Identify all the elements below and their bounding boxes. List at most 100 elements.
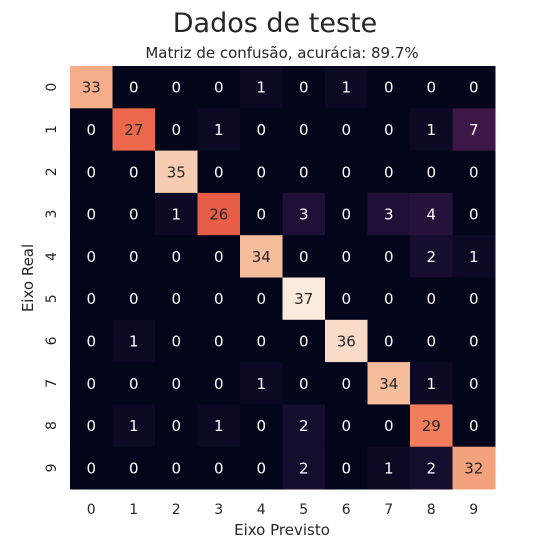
heatmap-cell	[410, 66, 453, 109]
cell-value-label: 0	[384, 417, 394, 435]
cell-value-label: 0	[214, 248, 224, 266]
cell-value-label: 1	[129, 417, 139, 435]
cell-value-label: 0	[214, 375, 224, 393]
heatmap-cell	[70, 362, 113, 405]
heatmap-cell	[70, 277, 113, 321]
heatmap-cell	[112, 277, 156, 321]
cell-value-label: 26	[209, 206, 228, 224]
heatmap-cell	[155, 404, 198, 448]
heatmap-cell	[155, 192, 198, 236]
cell-value-label: 0	[299, 79, 309, 97]
heatmap-cell	[197, 150, 241, 194]
heatmap-cell	[197, 446, 241, 490]
x-tick-label: 0	[87, 502, 96, 518]
y-tick-label: 5	[44, 294, 60, 303]
y-axis-label: Eixo Real	[19, 244, 37, 312]
y-tick-label: 7	[44, 379, 60, 388]
heatmap-cell	[282, 66, 326, 109]
heatmap-cell	[70, 319, 113, 363]
cell-value-label: 0	[86, 332, 96, 350]
x-tick-label: 7	[384, 502, 393, 518]
heatmap-cell	[410, 362, 453, 405]
cell-value-label: 0	[256, 206, 266, 224]
heatmap-cell	[367, 150, 411, 194]
cell-value-label: 1	[469, 248, 479, 266]
cell-value-label: 0	[256, 332, 266, 350]
cell-value-label: 0	[129, 206, 139, 224]
cell-value-label: 2	[299, 459, 309, 477]
y-tick-label: 3	[44, 210, 60, 219]
heatmap-cell	[70, 150, 113, 194]
heatmap-cell	[282, 277, 326, 321]
heatmap-cell	[325, 446, 368, 490]
heatmap-cell	[367, 404, 411, 448]
cell-value-label: 0	[256, 121, 266, 139]
heatmap-cell	[410, 446, 453, 490]
cell-value-label: 1	[256, 79, 266, 97]
heatmap-cell	[240, 446, 283, 490]
cell-value-label: 0	[256, 163, 266, 181]
heatmap-cell	[410, 319, 453, 363]
cell-value-label: 0	[469, 206, 479, 224]
heatmap-cell	[325, 362, 368, 405]
heatmap-cell	[70, 404, 113, 448]
x-tick-labels: 0 1 2 3 4 5 6 7 8 9	[87, 502, 478, 518]
cell-value-label: 7	[469, 121, 479, 139]
cell-value-label: 0	[341, 459, 351, 477]
heatmap-cell	[70, 192, 113, 236]
heatmap-cell	[325, 150, 368, 194]
cell-value-label: 0	[214, 163, 224, 181]
heatmap-cell	[325, 277, 368, 321]
cell-value-label: 0	[469, 417, 479, 435]
cell-value-label: 33	[82, 79, 101, 97]
cell-value-label: 0	[256, 290, 266, 308]
cell-value-label: 0	[171, 375, 181, 393]
cell-value-label: 1	[341, 79, 351, 97]
cell-value-label: 0	[469, 79, 479, 97]
heatmap-cell	[367, 446, 411, 490]
heatmap-cell	[452, 319, 496, 363]
heatmap-cell	[325, 404, 368, 448]
cell-value-label: 29	[422, 417, 441, 435]
cell-value-label: 0	[86, 375, 96, 393]
heatmap-cell	[452, 192, 496, 236]
heatmap-cell	[197, 108, 241, 152]
heatmap-cell	[452, 108, 496, 152]
cell-value-label: 32	[464, 459, 483, 477]
cell-value-label: 0	[299, 248, 309, 266]
y-tick-label: 8	[44, 421, 60, 430]
heatmap-cell	[410, 277, 453, 321]
cell-value-label: 0	[341, 375, 351, 393]
cell-value-label: 2	[426, 459, 436, 477]
cell-value-label: 0	[214, 290, 224, 308]
cell-value-label: 0	[469, 163, 479, 181]
heatmap-cell	[367, 66, 411, 109]
cell-value-label: 0	[384, 332, 394, 350]
cell-value-label: 0	[214, 79, 224, 97]
heatmap-cell	[70, 446, 113, 490]
heatmap-cell	[367, 319, 411, 363]
heatmap-cell	[410, 235, 453, 278]
cell-value-label: 1	[214, 417, 224, 435]
heatmap-cell	[367, 277, 411, 321]
heatmap-cell	[70, 108, 113, 152]
cell-value-label: 0	[214, 332, 224, 350]
heatmap-cell	[282, 235, 326, 278]
heatmap-cells: 33 0 0 0 1 0 1 0 0 00 27 0 1 0 0 0 0 1 70 0 35 0 0 0 0 0 0 00 0 1 26 0 3…	[70, 66, 496, 490]
chart-subtitle: Matriz de confusão, acurácia: 89.7%	[145, 44, 418, 62]
cell-value-label: 4	[426, 206, 436, 224]
heatmap-cell	[282, 404, 326, 448]
heatmap-cell	[112, 404, 156, 448]
cell-value-label: 34	[379, 375, 398, 393]
heatmap-cell	[282, 108, 326, 152]
cell-value-label: 0	[129, 290, 139, 308]
cell-value-label: 0	[469, 290, 479, 308]
heatmap-cell	[240, 108, 283, 152]
heatmap-cell	[155, 150, 198, 194]
cell-value-label: 0	[299, 121, 309, 139]
cell-value-label: 1	[384, 459, 394, 477]
heatmap-cell	[452, 235, 496, 278]
heatmap-cell	[155, 235, 198, 278]
y-tick-label: 9	[44, 463, 60, 472]
heatmap-cell	[240, 277, 283, 321]
